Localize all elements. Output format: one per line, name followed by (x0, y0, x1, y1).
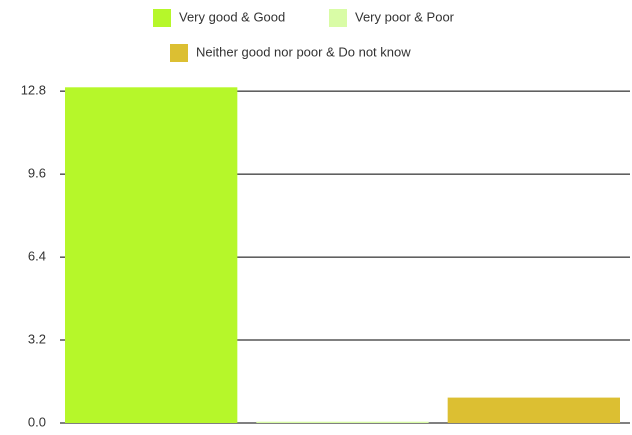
y-tick-label: 12.8 (21, 83, 46, 98)
bar (256, 421, 429, 423)
legend-swatch (329, 9, 347, 27)
y-tick-label: 0.0 (28, 414, 46, 429)
legend-swatch (153, 9, 171, 27)
y-tick-label: 3.2 (28, 331, 46, 346)
legend-label: Neither good nor poor & Do not know (196, 44, 411, 59)
y-tick-label: 9.6 (28, 166, 46, 181)
legend-label: Very poor & Poor (355, 9, 455, 24)
legend-label: Very good & Good (179, 9, 285, 24)
bar (65, 87, 238, 424)
y-tick-label: 6.4 (28, 249, 46, 264)
bar (447, 397, 620, 423)
legend-swatch (170, 44, 188, 62)
